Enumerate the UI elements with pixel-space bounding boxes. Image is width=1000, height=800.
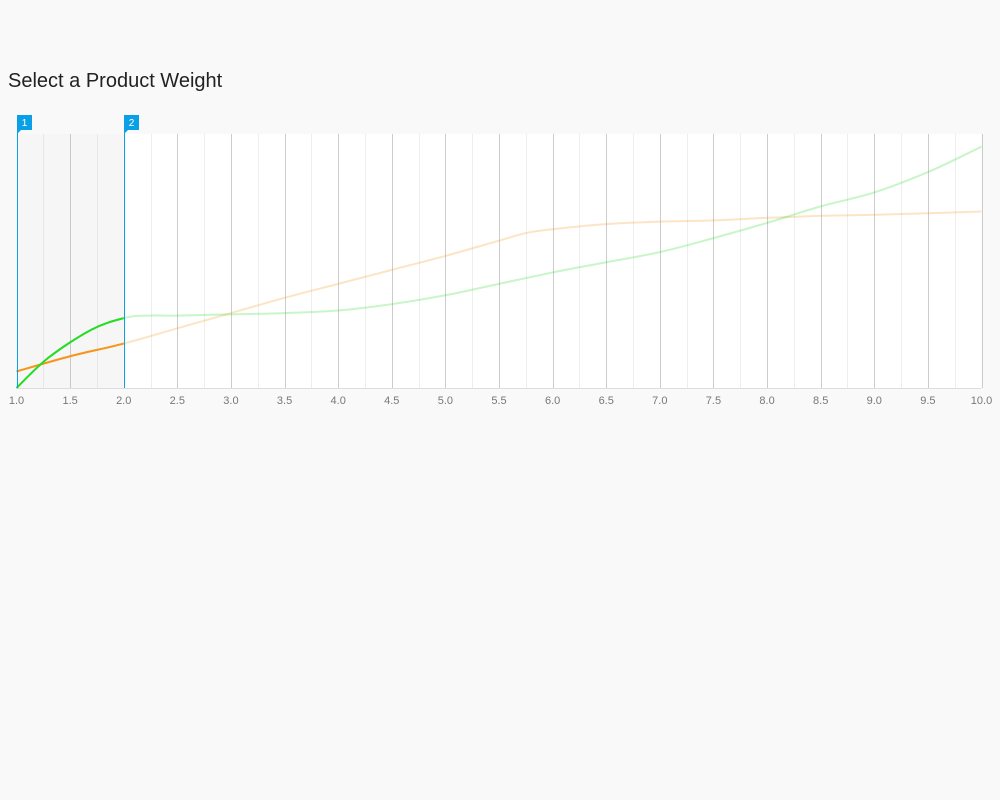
x-tick-label: 8.0 — [759, 395, 774, 407]
handle-label: 2 — [129, 118, 135, 129]
grid — [16, 134, 983, 389]
x-tick-label: 1.5 — [62, 395, 77, 407]
x-tick-label: 3.5 — [277, 395, 292, 407]
handle-flag[interactable] — [17, 115, 32, 134]
x-tick-label: 9.0 — [867, 395, 882, 407]
handle-flag[interactable] — [124, 115, 139, 134]
x-tick-label: 4.0 — [331, 395, 346, 407]
series-lines — [15, 145, 982, 389]
selected-range[interactable] — [16, 134, 124, 388]
x-tick-label: 5.0 — [438, 395, 453, 407]
page-title: Select a Product Weight — [8, 70, 223, 92]
x-tick-label: 4.5 — [384, 395, 399, 407]
series-line-1-faded — [16, 210, 982, 373]
x-tick-label: 2.0 — [116, 395, 131, 407]
x-tick-label: 8.5 — [813, 395, 828, 407]
x-tick-label: 6.5 — [599, 395, 614, 407]
series-line-2-faded — [15, 145, 982, 389]
x-tick-label: 7.5 — [706, 395, 721, 407]
x-tick-label: 7.0 — [652, 395, 667, 407]
x-tick-label: 3.0 — [223, 395, 238, 407]
x-tick-label: 6.0 — [545, 395, 560, 407]
x-tick-label: 2.5 — [170, 395, 185, 407]
selection-area[interactable] — [16, 134, 124, 388]
handle-label: 1 — [22, 118, 28, 129]
x-tick-label: 10.0 — [971, 395, 992, 407]
x-tick-label: 5.5 — [491, 395, 506, 407]
range-handle-1[interactable]: 1 — [17, 115, 32, 388]
x-axis-ticks: 1.0 1.5 2.0 2.5 3.0 3.5 4.0 4.5 5.0 5.5 6.0 6.5 7.0 7… — [9, 395, 992, 407]
x-tick-label: 1.0 — [9, 395, 24, 407]
x-tick-label: 9.5 — [920, 395, 935, 407]
range-handle-2[interactable]: 2 — [124, 115, 139, 388]
